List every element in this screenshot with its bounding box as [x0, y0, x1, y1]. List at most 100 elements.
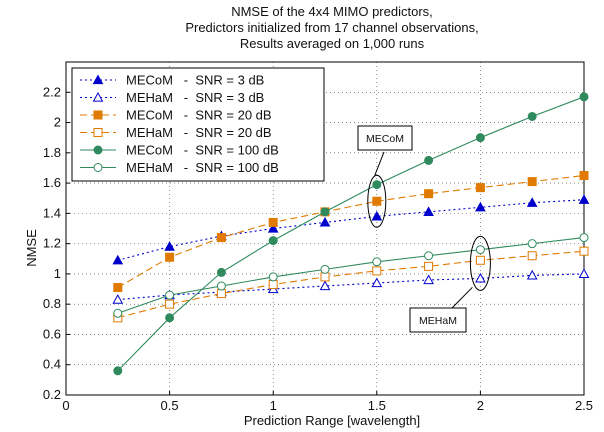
series-line-5 [117, 237, 585, 314]
y-tick-label: 1.8 [43, 145, 61, 160]
data-point-series-1 [319, 280, 331, 291]
data-point-series-4 [372, 180, 382, 190]
y-tick-label: 0.6 [43, 326, 61, 341]
data-point-series-5 [424, 251, 434, 261]
data-point-series-1 [526, 269, 538, 280]
meham-pointer-line [451, 286, 473, 309]
data-point-series-2 [475, 183, 485, 193]
meham-annotation-box [409, 307, 467, 333]
data-point-series-0 [112, 254, 124, 265]
legend-marker [92, 74, 104, 85]
y-tick-label: 0.2 [43, 387, 61, 402]
data-point-series-3 [372, 266, 382, 276]
data-point-series-5 [113, 308, 123, 318]
data-point-series-4 [579, 92, 589, 102]
y-tick-label: 0.4 [43, 357, 61, 372]
data-point-series-2 [372, 196, 382, 206]
data-point-series-1 [423, 274, 434, 285]
x-tick-label: 2 [477, 398, 484, 413]
y-tick-label: 0.8 [43, 296, 61, 311]
data-point-series-5 [268, 272, 278, 282]
data-point-series-0 [371, 210, 383, 221]
data-point-series-5 [372, 257, 382, 267]
y-tick-label: 2 [54, 115, 61, 130]
data-point-series-2 [527, 177, 537, 187]
legend-marker [93, 110, 103, 120]
data-point-series-1 [112, 294, 124, 304]
x-tick-label: 2.5 [575, 398, 593, 413]
data-point-series-4 [165, 313, 175, 323]
legend-box [71, 67, 325, 182]
legend-label: MECoM - SNR = 20 dB [126, 108, 272, 123]
y-tick-label: 1.6 [43, 175, 61, 190]
legend-label: MEHaM - SNR = 100 dB [126, 160, 279, 175]
chart-title-line-3: Results averaged on 1,000 runs [239, 36, 425, 51]
data-point-series-3 [268, 280, 278, 290]
data-point-series-3 [216, 289, 226, 299]
series-line-3 [117, 250, 585, 319]
data-point-series-3 [165, 299, 175, 309]
data-point-series-1 [371, 277, 383, 288]
data-point-series-5 [165, 290, 175, 300]
data-point-series-3 [579, 246, 589, 256]
data-point-series-0 [164, 241, 175, 251]
data-point-series-3 [475, 255, 485, 265]
data-point-series-2 [113, 283, 123, 293]
data-point-series-3 [424, 261, 434, 271]
data-point-series-2 [216, 233, 226, 243]
data-point-series-0 [475, 201, 486, 212]
x-tick-label: 0.5 [161, 398, 179, 413]
mecom-pointer-line [374, 151, 385, 176]
chart-title-line-2: Predictors initialized from 17 channel o… [185, 20, 479, 35]
data-point-series-0 [578, 194, 590, 204]
y-tick-label: 1.4 [43, 205, 61, 220]
x-tick-label: 1.5 [368, 398, 386, 413]
data-point-series-4 [216, 267, 226, 277]
data-point-series-2 [268, 217, 278, 227]
legend-marker [92, 91, 104, 102]
data-point-series-0 [526, 197, 538, 207]
x-tick-label: 0 [62, 398, 69, 413]
data-point-series-5 [320, 264, 330, 274]
data-point-series-0 [423, 206, 434, 216]
legend-marker [93, 145, 103, 155]
chart-title-line-1: NMSE of the 4x4 MIMO predictors, [231, 4, 433, 19]
x-axis-label: Prediction Range [wavelength] [243, 413, 421, 428]
legend-marker [93, 128, 103, 137]
mecom-annotation-label: MECoM [366, 133, 404, 145]
data-point-series-5 [527, 239, 537, 249]
y-tick-label: 1 [54, 266, 61, 281]
meham-ellipse [469, 235, 491, 291]
series-line-2 [117, 174, 585, 289]
data-point-series-4 [320, 207, 330, 217]
data-point-series-4 [268, 236, 278, 246]
x-tick-label: 1 [270, 398, 277, 413]
data-point-series-2 [579, 171, 589, 181]
data-point-series-4 [113, 366, 123, 376]
data-point-series-4 [424, 155, 434, 165]
legend-label: MECoM - SNR = 3 dB [126, 73, 264, 88]
data-point-series-3 [527, 251, 537, 261]
legend-label: MEHaM - SNR = 3 dB [126, 90, 264, 105]
data-point-series-1 [475, 272, 486, 283]
data-point-series-0 [319, 216, 331, 227]
legend-label: MECoM - SNR = 100 dB [126, 143, 279, 158]
mecom-annotation-box [357, 125, 413, 151]
data-point-series-2 [424, 189, 434, 199]
data-point-series-4 [527, 111, 537, 121]
y-tick-label: 2.2 [43, 84, 61, 99]
data-point-series-2 [165, 252, 175, 262]
mecom-ellipse [367, 174, 387, 228]
data-point-series-3 [320, 272, 330, 282]
data-point-series-1 [578, 268, 590, 279]
data-point-series-5 [579, 233, 589, 243]
data-point-series-5 [475, 245, 485, 255]
series-line-4 [117, 96, 585, 372]
axes-frame [65, 61, 585, 396]
data-point-series-5 [216, 281, 226, 291]
legend-label: MEHaM - SNR = 20 dB [126, 125, 272, 140]
meham-annotation-label: MEHaM [419, 315, 457, 327]
y-tick-label: 1.2 [43, 236, 61, 251]
legend-marker [93, 163, 103, 172]
